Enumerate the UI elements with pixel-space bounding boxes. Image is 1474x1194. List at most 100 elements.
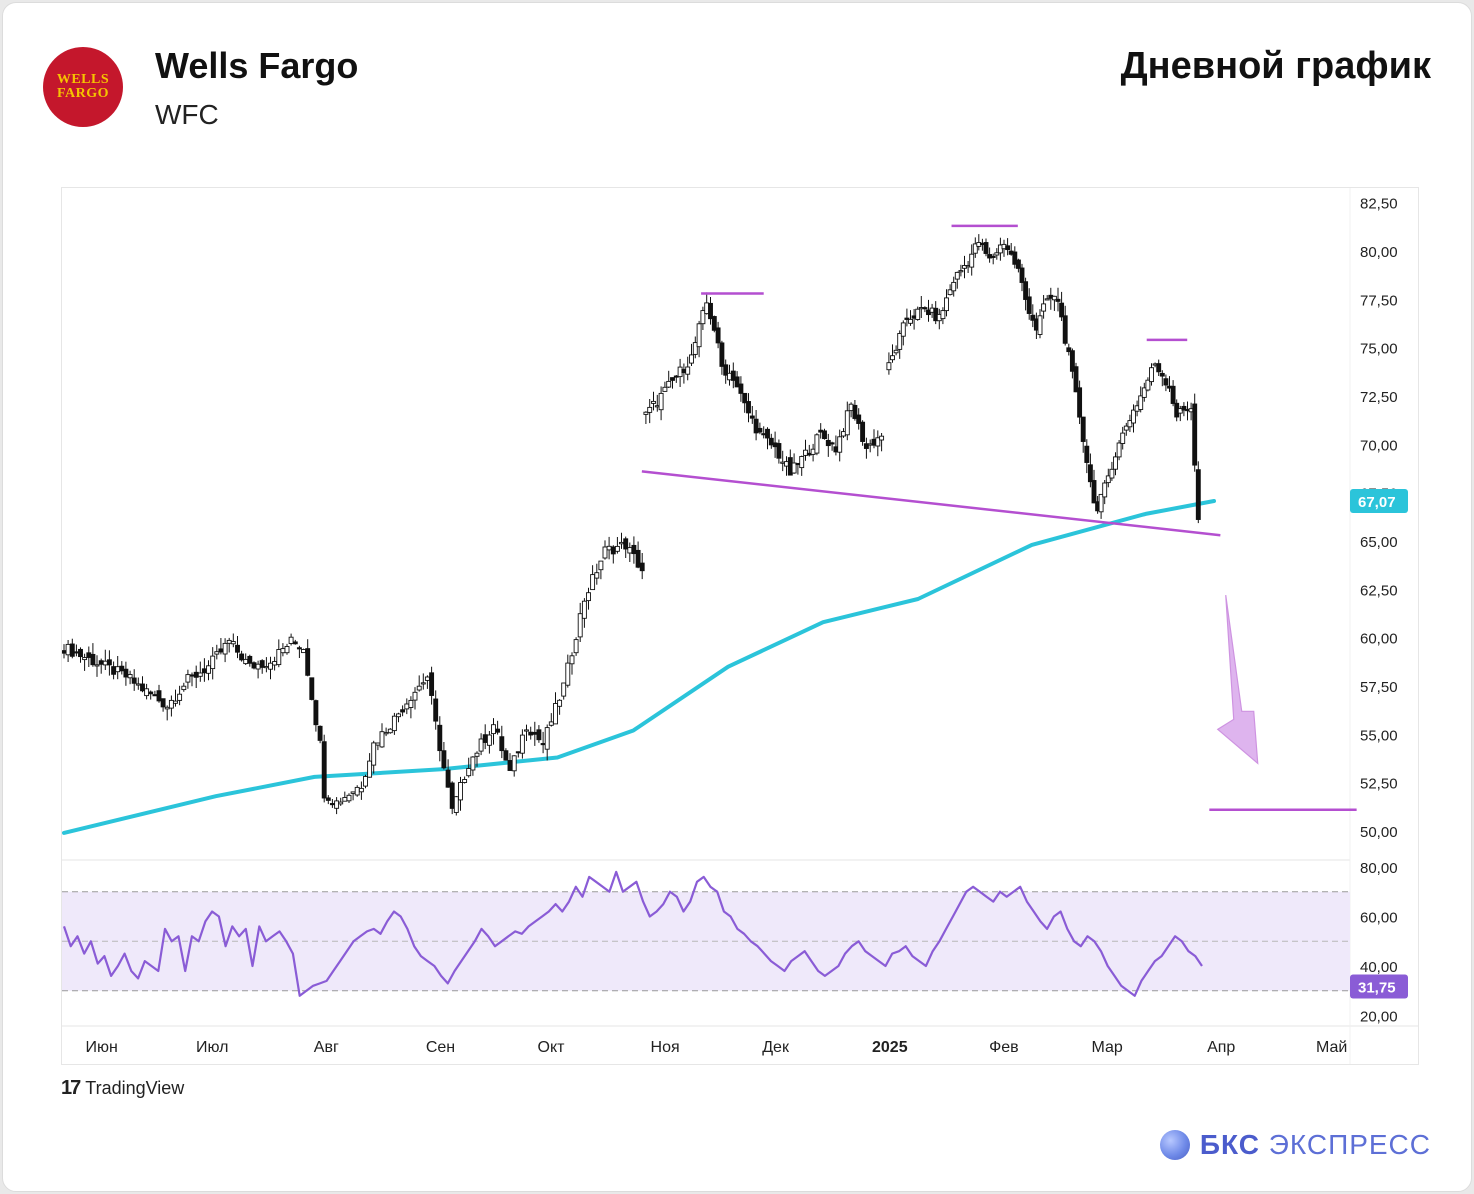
candle-body: [569, 655, 575, 665]
candle-body: [658, 392, 664, 411]
candle-body: [363, 776, 368, 787]
candle-body: [940, 310, 946, 320]
rsi-tick-label: 80,00: [1360, 860, 1398, 877]
candle-body: [515, 751, 521, 754]
candle-body: [296, 647, 302, 650]
candle-body: [168, 699, 174, 709]
candle-body: [1138, 395, 1144, 410]
candle-body: [342, 797, 348, 802]
time-tick-label: Июл: [196, 1039, 228, 1056]
candle-body: [441, 750, 447, 769]
candle-body: [1012, 251, 1018, 265]
candle-body: [1037, 315, 1043, 335]
candle-body: [623, 538, 629, 550]
candle-body: [719, 342, 725, 367]
candle-body: [1149, 367, 1154, 383]
price-tick-label: 70,00: [1360, 437, 1398, 454]
candle-body: [614, 545, 620, 552]
candle-body: [1015, 259, 1021, 269]
price-tick-label: 77,50: [1360, 292, 1398, 309]
time-tick-label: Ноя: [651, 1039, 680, 1056]
candle-body: [900, 322, 906, 337]
candle-body: [1026, 296, 1032, 314]
candle-body: [466, 768, 472, 777]
candle-body: [499, 736, 505, 752]
candle-body: [1113, 456, 1118, 470]
candle-body: [400, 709, 406, 713]
candle-body: [1123, 425, 1129, 431]
candle-body: [420, 682, 426, 685]
candle-body: [313, 700, 319, 726]
candle-body: [944, 297, 949, 312]
candle-body: [635, 549, 641, 568]
candle-body: [651, 400, 656, 404]
price-tick-label: 55,00: [1360, 727, 1398, 744]
candle-body: [358, 787, 364, 793]
candle-body: [685, 366, 691, 375]
candle-body: [742, 392, 748, 404]
candle-body: [218, 648, 224, 653]
candle-body: [738, 383, 744, 394]
candle-body: [226, 639, 232, 644]
candle-body: [922, 307, 928, 310]
candle-body: [954, 271, 960, 280]
candle-body: [197, 672, 203, 677]
candle-body: [259, 660, 265, 668]
candle-body: [127, 674, 133, 679]
ticker-symbol: WFC: [155, 99, 219, 130]
candle-body: [689, 354, 694, 364]
candle-body: [532, 731, 538, 735]
candle-body: [958, 270, 964, 273]
candle-body: [173, 700, 178, 704]
rsi-tick-label: 20,00: [1360, 1009, 1398, 1026]
candle-body: [1055, 298, 1061, 302]
candle-body: [486, 734, 492, 746]
candle-body: [507, 760, 513, 771]
candle-body: [367, 760, 373, 778]
candle-body: [602, 546, 608, 559]
candle-body: [152, 694, 158, 697]
candle-body: [619, 541, 624, 545]
candle-body: [1102, 482, 1108, 498]
candle-body: [1145, 379, 1151, 391]
candle-body: [893, 349, 899, 354]
candle-body: [185, 674, 191, 683]
candle-body: [1105, 475, 1111, 484]
candle-body: [78, 648, 83, 658]
candle-body: [1109, 468, 1115, 479]
candle-body: [553, 703, 558, 725]
candle-body: [670, 377, 675, 381]
candle-body: [598, 560, 604, 571]
tradingview-icon: 17: [61, 1077, 81, 1099]
price-tick-label: 72,50: [1360, 389, 1398, 406]
company-name: Wells Fargo: [155, 45, 359, 86]
candle-body: [424, 676, 430, 681]
candle-body: [573, 639, 579, 654]
candle-body: [904, 317, 910, 320]
candle-body: [391, 715, 397, 732]
candle-body: [856, 414, 862, 424]
price-tick-label: 65,00: [1360, 534, 1398, 551]
candle-body: [746, 401, 751, 414]
price-tick-label: 82,50: [1360, 196, 1398, 213]
candle-body: [305, 648, 311, 676]
candle-body: [102, 660, 108, 666]
candle-body: [131, 677, 137, 684]
candle-body: [1051, 295, 1057, 301]
candle-body: [647, 406, 653, 413]
price-tick-label: 80,00: [1360, 244, 1398, 261]
candle-body: [404, 703, 410, 710]
candle-body: [247, 655, 253, 664]
candle-body: [908, 318, 913, 324]
candle-body: [144, 688, 150, 697]
candle-body: [222, 642, 228, 655]
bks-sphere-icon: [1159, 1130, 1190, 1160]
candle-body: [662, 386, 668, 392]
candle-body: [915, 308, 921, 320]
candle-body: [557, 699, 563, 707]
candle-body: [408, 699, 414, 708]
candle-body: [969, 253, 975, 268]
candle-body: [1077, 387, 1083, 418]
candle-body: [886, 362, 892, 371]
